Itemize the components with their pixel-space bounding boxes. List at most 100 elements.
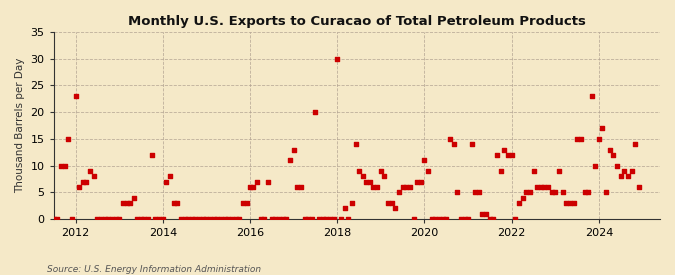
- Point: [154, 217, 165, 221]
- Point: [350, 142, 361, 146]
- Point: [340, 206, 350, 210]
- Point: [532, 185, 543, 189]
- Point: [176, 217, 186, 221]
- Point: [386, 201, 397, 205]
- Title: Monthly U.S. Exports to Curacao of Total Petroleum Products: Monthly U.S. Exports to Curacao of Total…: [128, 15, 586, 28]
- Point: [237, 201, 248, 205]
- Point: [107, 217, 117, 221]
- Point: [74, 185, 84, 189]
- Point: [619, 169, 630, 173]
- Point: [306, 217, 317, 221]
- Point: [452, 190, 462, 194]
- Point: [412, 179, 423, 184]
- Point: [70, 94, 81, 98]
- Point: [539, 185, 550, 189]
- Point: [165, 174, 176, 178]
- Point: [45, 217, 55, 221]
- Point: [601, 190, 612, 194]
- Point: [520, 190, 531, 194]
- Point: [379, 174, 389, 178]
- Text: Source: U.S. Energy Information Administration: Source: U.S. Energy Information Administ…: [47, 265, 261, 274]
- Point: [477, 211, 488, 216]
- Point: [499, 147, 510, 152]
- Point: [186, 217, 197, 221]
- Point: [146, 153, 157, 157]
- Point: [56, 163, 67, 168]
- Point: [441, 217, 452, 221]
- Point: [390, 206, 401, 210]
- Point: [267, 217, 277, 221]
- Point: [212, 217, 223, 221]
- Point: [357, 174, 368, 178]
- Point: [568, 201, 579, 205]
- Point: [88, 174, 99, 178]
- Point: [302, 217, 313, 221]
- Point: [626, 169, 637, 173]
- Point: [419, 158, 430, 163]
- Point: [125, 201, 136, 205]
- Point: [183, 217, 194, 221]
- Point: [310, 110, 321, 114]
- Point: [179, 217, 190, 221]
- Point: [572, 137, 583, 141]
- Point: [604, 147, 615, 152]
- Point: [401, 185, 412, 189]
- Point: [368, 185, 379, 189]
- Point: [34, 153, 45, 157]
- Point: [171, 201, 182, 205]
- Point: [321, 217, 331, 221]
- Point: [226, 217, 237, 221]
- Point: [554, 169, 564, 173]
- Point: [448, 142, 459, 146]
- Point: [136, 217, 146, 221]
- Point: [103, 217, 113, 221]
- Point: [215, 217, 226, 221]
- Point: [37, 206, 48, 210]
- Point: [84, 169, 95, 173]
- Point: [201, 217, 212, 221]
- Point: [474, 190, 485, 194]
- Point: [612, 163, 622, 168]
- Point: [252, 179, 263, 184]
- Point: [547, 190, 558, 194]
- Point: [121, 201, 132, 205]
- Point: [408, 217, 419, 221]
- Point: [394, 190, 404, 194]
- Point: [52, 217, 63, 221]
- Point: [364, 179, 375, 184]
- Point: [375, 169, 386, 173]
- Point: [67, 217, 78, 221]
- Point: [81, 179, 92, 184]
- Point: [488, 217, 499, 221]
- Point: [157, 217, 168, 221]
- Point: [575, 137, 586, 141]
- Point: [586, 94, 597, 98]
- Point: [630, 142, 641, 146]
- Point: [143, 217, 154, 221]
- Point: [462, 217, 473, 221]
- Point: [299, 217, 310, 221]
- Point: [95, 217, 106, 221]
- Point: [506, 153, 517, 157]
- Point: [285, 158, 296, 163]
- Point: [198, 217, 209, 221]
- Point: [543, 185, 554, 189]
- Point: [564, 201, 575, 205]
- Point: [535, 185, 546, 189]
- Point: [492, 153, 503, 157]
- Point: [623, 174, 634, 178]
- Point: [430, 217, 441, 221]
- Point: [398, 185, 408, 189]
- Point: [405, 185, 416, 189]
- Point: [223, 217, 234, 221]
- Point: [332, 56, 343, 61]
- Point: [241, 201, 252, 205]
- Point: [372, 185, 383, 189]
- Point: [209, 217, 219, 221]
- Point: [608, 153, 619, 157]
- Point: [292, 185, 302, 189]
- Point: [455, 217, 466, 221]
- Point: [517, 196, 528, 200]
- Point: [510, 217, 520, 221]
- Point: [110, 217, 121, 221]
